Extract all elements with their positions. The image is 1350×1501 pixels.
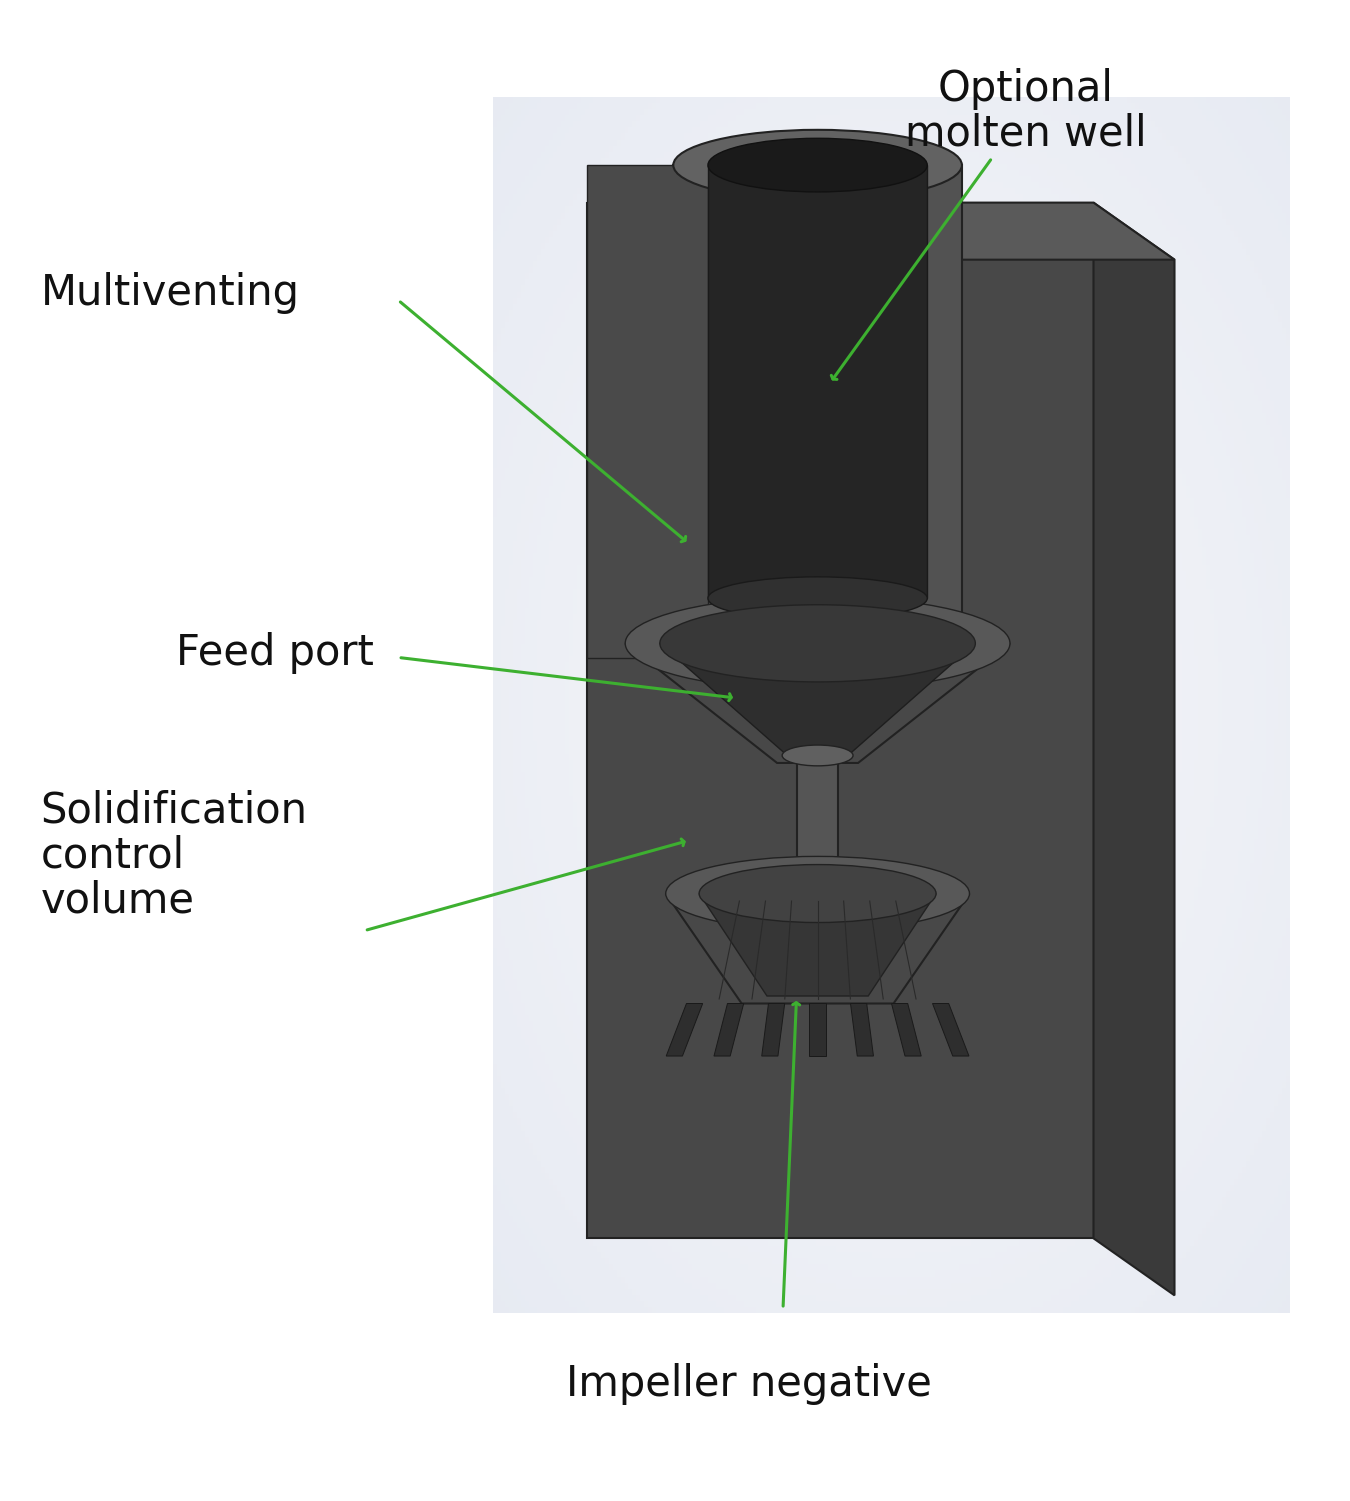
Ellipse shape [660, 605, 975, 681]
Ellipse shape [674, 129, 961, 201]
Polygon shape [761, 1004, 784, 1057]
Ellipse shape [786, 889, 850, 905]
Text: Multiventing: Multiventing [40, 272, 300, 314]
Polygon shape [666, 1004, 702, 1057]
Bar [707, 165, 927, 599]
Polygon shape [933, 1004, 969, 1057]
Ellipse shape [707, 576, 927, 620]
Text: Impeller negative: Impeller negative [566, 1363, 933, 1405]
Polygon shape [714, 1004, 744, 1057]
Ellipse shape [782, 744, 853, 766]
Text: Solidification
control
volume: Solidification control volume [40, 790, 308, 922]
Polygon shape [891, 1004, 921, 1057]
Bar [587, 203, 1094, 1238]
Ellipse shape [666, 857, 969, 931]
Polygon shape [810, 1004, 826, 1057]
Bar [587, 165, 707, 659]
Ellipse shape [625, 596, 1010, 690]
Bar [798, 755, 838, 896]
Polygon shape [625, 644, 1010, 763]
Polygon shape [660, 644, 975, 755]
Polygon shape [699, 893, 936, 997]
Ellipse shape [699, 865, 936, 923]
Ellipse shape [707, 138, 927, 192]
Bar [674, 165, 961, 659]
Text: Feed port: Feed port [176, 632, 374, 674]
Polygon shape [587, 203, 1174, 260]
Polygon shape [666, 893, 969, 1004]
Polygon shape [1094, 203, 1174, 1295]
Polygon shape [850, 1004, 873, 1057]
Text: Optional
molten well: Optional molten well [906, 68, 1146, 155]
